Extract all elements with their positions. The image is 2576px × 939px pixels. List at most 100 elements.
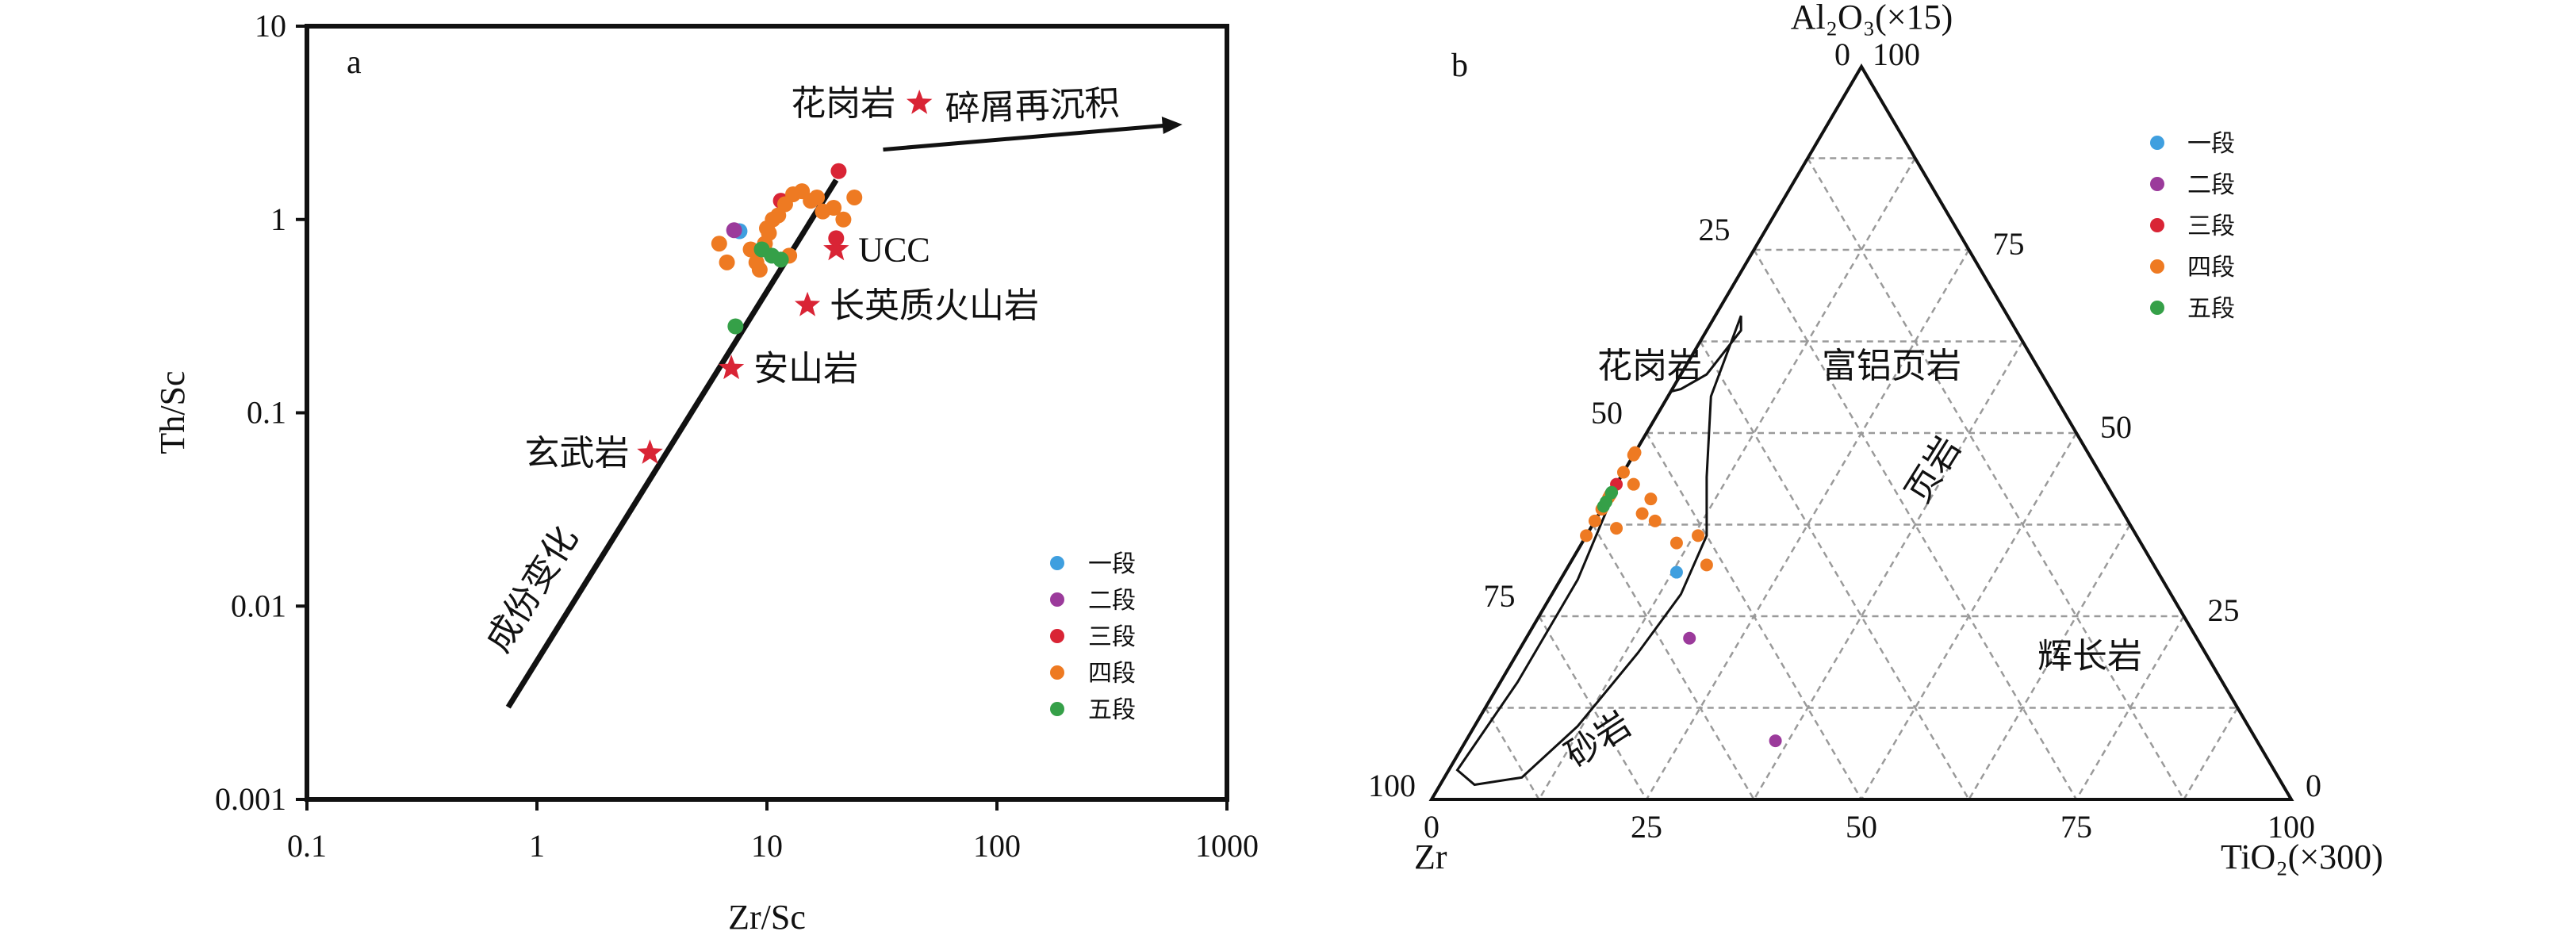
grid-ti-7: [2183, 707, 2239, 800]
b-point-s2-2: [1769, 734, 1782, 748]
b-point-s5-4: [1600, 495, 1613, 508]
a-point-s4-1: [711, 236, 727, 252]
panel-b-data-points: [1580, 446, 1782, 748]
b-legend-marker-3: [2150, 218, 2164, 232]
b-legend-marker-4: [2150, 259, 2164, 274]
a-point-s4-13: [809, 189, 826, 205]
grid-ti-4: [1860, 432, 2078, 800]
b-bottom-tick-100: 100: [2267, 809, 2315, 845]
a-legend-marker-5: [1050, 702, 1064, 716]
b-point-s4-15: [1616, 466, 1630, 479]
recycling-arrow-head: [1161, 116, 1183, 134]
recycling-arrow-label: 碎屑再沉积: [945, 84, 1121, 129]
a-legend-label-4: 四段: [1088, 661, 1136, 687]
field-outline: [1455, 315, 1742, 787]
b-right-tick-75: 75: [1993, 226, 2025, 262]
trend-line-label: 成份变化: [478, 519, 585, 658]
b-left-corner-100: 100: [1368, 768, 1416, 803]
grid-ti-1: [1538, 157, 1916, 800]
field-label-1: 花岗岩: [1597, 347, 1702, 385]
b-point-s4-8: [1635, 507, 1649, 520]
b-point-s4-2: [1644, 492, 1658, 506]
b-legend-label-3: 三段: [2187, 213, 2235, 240]
grid-zr-1: [1807, 157, 2185, 800]
b-legend-marker-2: [2150, 177, 2164, 191]
x-tick-label-1: 1: [529, 828, 545, 864]
trend-line: [505, 178, 839, 709]
b-left-tick-25: 25: [1699, 212, 1731, 247]
y-tick-label-0-1: 0.1: [247, 395, 286, 431]
field-label-3: 页岩: [1899, 430, 1968, 510]
y-tick-label-0-001: 0.001: [215, 781, 286, 817]
a-legend-label-5: 五段: [1088, 697, 1136, 723]
reference-label-ref-3: 安山岩: [753, 349, 858, 388]
b-point-s4-5: [1692, 529, 1705, 542]
reference-label-ref-4: 玄武岩: [524, 434, 629, 473]
panel-a-lines: 成份变化 碎屑再沉积: [478, 84, 1183, 709]
b-right-tick-50: 50: [2100, 409, 2132, 445]
a-point-s5-1: [727, 318, 744, 335]
b-bottom-tick-75: 75: [2060, 809, 2092, 845]
a-point-s5-4: [753, 241, 770, 258]
panel-a-ticks: 0.1 1 10 100 1000 0.001 0.01 0.1 1 10: [215, 8, 1259, 864]
b-right-tick-25: 25: [2208, 592, 2240, 628]
a-legend-marker-2: [1050, 592, 1064, 607]
reference-label-ref-0: 花岗岩: [791, 84, 895, 123]
x-tick-label-10: 10: [751, 828, 783, 864]
grid-zr-7: [1484, 707, 1540, 800]
reference-star-ucc: [823, 236, 849, 261]
x-tick-label-100: 100: [973, 828, 1021, 864]
b-bottom-tick-0: 0: [1424, 809, 1439, 845]
a-legend-marker-1: [1050, 556, 1064, 570]
apex-label-right: TiO₂(×300): [2221, 837, 2383, 876]
b-point-s2-1: [1683, 631, 1696, 645]
a-point-s4-15: [826, 199, 842, 216]
recycling-arrow: [883, 123, 1169, 152]
b-legend-marker-1: [2150, 136, 2164, 150]
b-left-tick-75: 75: [1484, 578, 1516, 614]
panel-a-label: a: [347, 44, 362, 81]
b-top-tick-100: 100: [1873, 36, 1920, 72]
a-legend-marker-4: [1050, 665, 1064, 680]
a-point-s4-18: [759, 220, 775, 236]
grid-zr-2: [1753, 249, 2078, 800]
b-point-s4-4: [1648, 514, 1662, 527]
b-right-corner-0: 0: [2306, 768, 2321, 803]
a-point-s4-17: [846, 189, 863, 205]
b-point-s4-7: [1669, 536, 1683, 550]
field-label-5: 辉长岩: [2037, 637, 2142, 676]
b-point-s4-16: [1628, 446, 1642, 459]
b-point-s1-1: [1669, 565, 1683, 579]
reference-label-ucc: UCC: [858, 231, 930, 270]
ternary-frame: [1428, 63, 2294, 801]
a-point-s4-16: [835, 211, 852, 228]
a-point-s3-1: [830, 163, 847, 179]
reference-star-ref-3: [718, 355, 745, 380]
y-tick-label-10: 10: [255, 8, 286, 44]
y-tick-label-0-01: 0.01: [231, 588, 286, 623]
grid-ti-3: [1753, 340, 2024, 800]
x-tick-label-0-1: 0.1: [287, 828, 327, 864]
b-point-s4-3: [1627, 477, 1640, 491]
apex-label-top: Al₂O₃(×15): [1791, 0, 1953, 36]
grid-zr-4: [1645, 432, 1863, 800]
b-legend-label-1: 一段: [2187, 131, 2235, 157]
field-label-2: 富铝页岩: [1822, 347, 1961, 385]
grid-zr-3: [1699, 340, 1970, 800]
reference-label-ref-2: 长英质火山岩: [830, 286, 1039, 325]
a-legend-label-3: 三段: [1088, 624, 1136, 650]
a-legend-label-1: 一段: [1088, 551, 1136, 577]
b-point-s4-6: [1700, 558, 1713, 572]
b-point-s4-12: [1588, 514, 1601, 527]
panel-b-grid: [1484, 157, 2239, 800]
a-point-s4-2: [719, 254, 735, 270]
reference-star-ref-2: [794, 291, 821, 316]
panel-a-ylabel: Th/Sc: [153, 370, 192, 454]
b-legend-label-4: 四段: [2187, 255, 2235, 281]
a-point-s2-1: [726, 222, 742, 239]
grid-ti-6: [2075, 615, 2185, 800]
